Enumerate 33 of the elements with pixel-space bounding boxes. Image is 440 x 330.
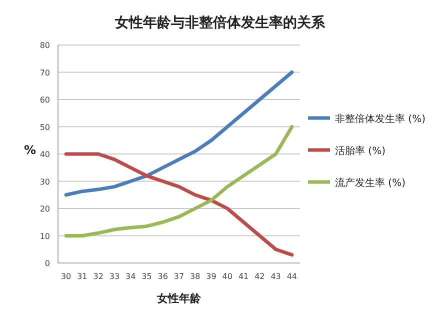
- line-series: [64, 152, 294, 257]
- legend-label: 流产发生率 (%): [335, 177, 406, 189]
- line-series: [64, 125, 294, 238]
- legend-label: 活胎率 (%): [335, 145, 386, 157]
- x-tick-label: 32: [93, 272, 104, 281]
- x-tick-label: 40: [222, 272, 232, 281]
- x-tick-label: 37: [174, 272, 184, 281]
- x-tick-label: 36: [158, 272, 168, 281]
- x-axis-title: 女性年龄: [156, 292, 202, 305]
- x-tick-label: 44: [286, 272, 298, 281]
- x-tick-label: 42: [254, 272, 265, 281]
- line-series: [64, 70, 294, 197]
- x-tick-label: 33: [109, 272, 120, 281]
- x-tick-label: 34: [126, 272, 136, 281]
- x-tick-label: 38: [190, 272, 200, 281]
- y-tick-label: 40: [40, 150, 50, 159]
- y-tick-label: 50: [40, 122, 50, 132]
- y-tick-label: 30: [40, 177, 50, 186]
- y-tick-label: 70: [40, 68, 50, 78]
- x-tick-label: 41: [238, 272, 249, 281]
- y-tick-label: 10: [40, 232, 50, 241]
- y-tick-label: 0: [44, 259, 50, 268]
- legend-label: 非整倍体发生率 (%): [335, 113, 426, 125]
- x-tick-label: 35: [142, 272, 152, 281]
- y-tick-label: 20: [40, 204, 50, 214]
- y-axis-title: %: [24, 143, 36, 157]
- x-tick-label: 39: [206, 272, 216, 281]
- x-tick-label: 43: [270, 272, 281, 281]
- y-tick-label: 80: [40, 41, 50, 50]
- x-tick-label: 31: [77, 272, 88, 281]
- x-tick-label: 30: [60, 272, 72, 281]
- y-tick-label: 60: [40, 96, 50, 104]
- chart-title: 女性年龄与非整倍体发生率的关系: [114, 14, 326, 31]
